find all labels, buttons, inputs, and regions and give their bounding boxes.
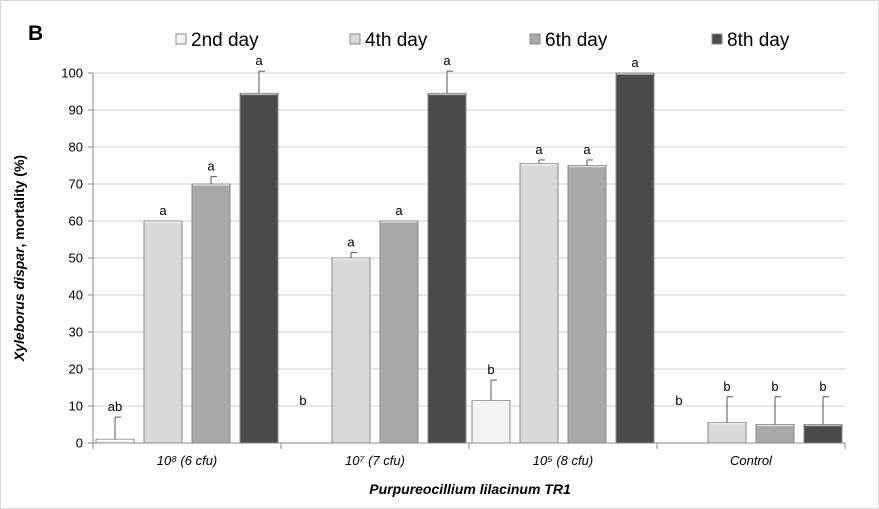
x-category-label: Control: [730, 453, 773, 468]
x-axis-title: Purpureocillium lilacinum TR1: [369, 481, 571, 497]
y-axis-title-species: Xyleborus dispar: [11, 246, 27, 362]
significance-letter: b: [675, 393, 682, 408]
y-tick-label: 90: [69, 103, 83, 118]
bar: [331, 257, 371, 444]
bars: [95, 72, 843, 444]
significance-letter: b: [299, 393, 306, 408]
bar: [143, 220, 183, 444]
axes: [92, 73, 846, 449]
y-axis-title: Xyleborus dispar, mortality (%): [11, 155, 27, 362]
legend-label: 6th day: [545, 30, 608, 51]
legend-swatch: [529, 33, 541, 45]
significance-letter: b: [723, 379, 730, 394]
bar: [567, 165, 607, 444]
significance-letter: b: [487, 362, 494, 377]
bar: [471, 399, 511, 444]
bar: [519, 163, 559, 444]
y-tick-label: 30: [69, 325, 83, 340]
x-axis-title-species: Purpureocillium lilacinum TR1: [369, 481, 571, 497]
y-tick-label: 70: [69, 177, 83, 192]
legend-label: 8th day: [727, 30, 790, 51]
x-category-label: 10⁵ (8 cfu): [533, 453, 593, 468]
significance-letter: b: [771, 379, 778, 394]
bar: [427, 92, 467, 444]
bar: [615, 72, 655, 444]
significance-letter: a: [395, 203, 403, 218]
legend: 2nd day 4th day 6th day 8th day: [175, 30, 790, 51]
x-category-label: 10⁷ (7 cfu): [345, 453, 405, 468]
legend-label: 4th day: [365, 30, 428, 51]
y-axis-ticks: 0 10 20 30 40 50 60 70 80 90 100: [61, 66, 93, 451]
significance-letter: a: [347, 234, 355, 249]
bar: [803, 424, 843, 444]
y-tick-label: 10: [69, 399, 83, 414]
y-tick-label: 0: [76, 436, 83, 451]
y-tick-label: 50: [69, 251, 83, 266]
significance-letter: a: [443, 53, 451, 68]
legend-swatch: [711, 33, 723, 45]
y-tick-label: 20: [69, 362, 83, 377]
x-axis-category-labels: 10⁸ (6 cfu) 10⁷ (7 cfu) 10⁵ (8 cfu) Control: [157, 453, 773, 468]
legend-swatch: [349, 33, 361, 45]
panel-label: B: [28, 22, 43, 45]
error-bars: [114, 70, 829, 440]
x-category-label: 10⁸ (6 cfu): [157, 453, 218, 468]
bar: [239, 92, 279, 444]
significance-letter: ab: [108, 399, 122, 414]
significance-letter: a: [583, 142, 591, 157]
y-axis-title-unit: , mortality (%): [11, 155, 27, 248]
bar: [379, 220, 419, 444]
y-tick-label: 100: [61, 66, 83, 81]
bar: [707, 422, 747, 444]
significance-letter: a: [631, 55, 639, 70]
significance-letter: a: [255, 53, 263, 68]
legend-label: 2nd day: [191, 30, 259, 51]
significance-letter: a: [207, 159, 215, 174]
y-tick-label: 80: [69, 140, 83, 155]
legend-swatch: [175, 33, 187, 45]
y-tick-label: 40: [69, 288, 83, 303]
y-tick-label: 60: [69, 214, 83, 229]
significance-letter: b: [819, 379, 826, 394]
bar: [755, 424, 795, 444]
significance-letter: a: [159, 203, 167, 218]
significance-letter: a: [535, 142, 543, 157]
bar: [191, 183, 231, 444]
